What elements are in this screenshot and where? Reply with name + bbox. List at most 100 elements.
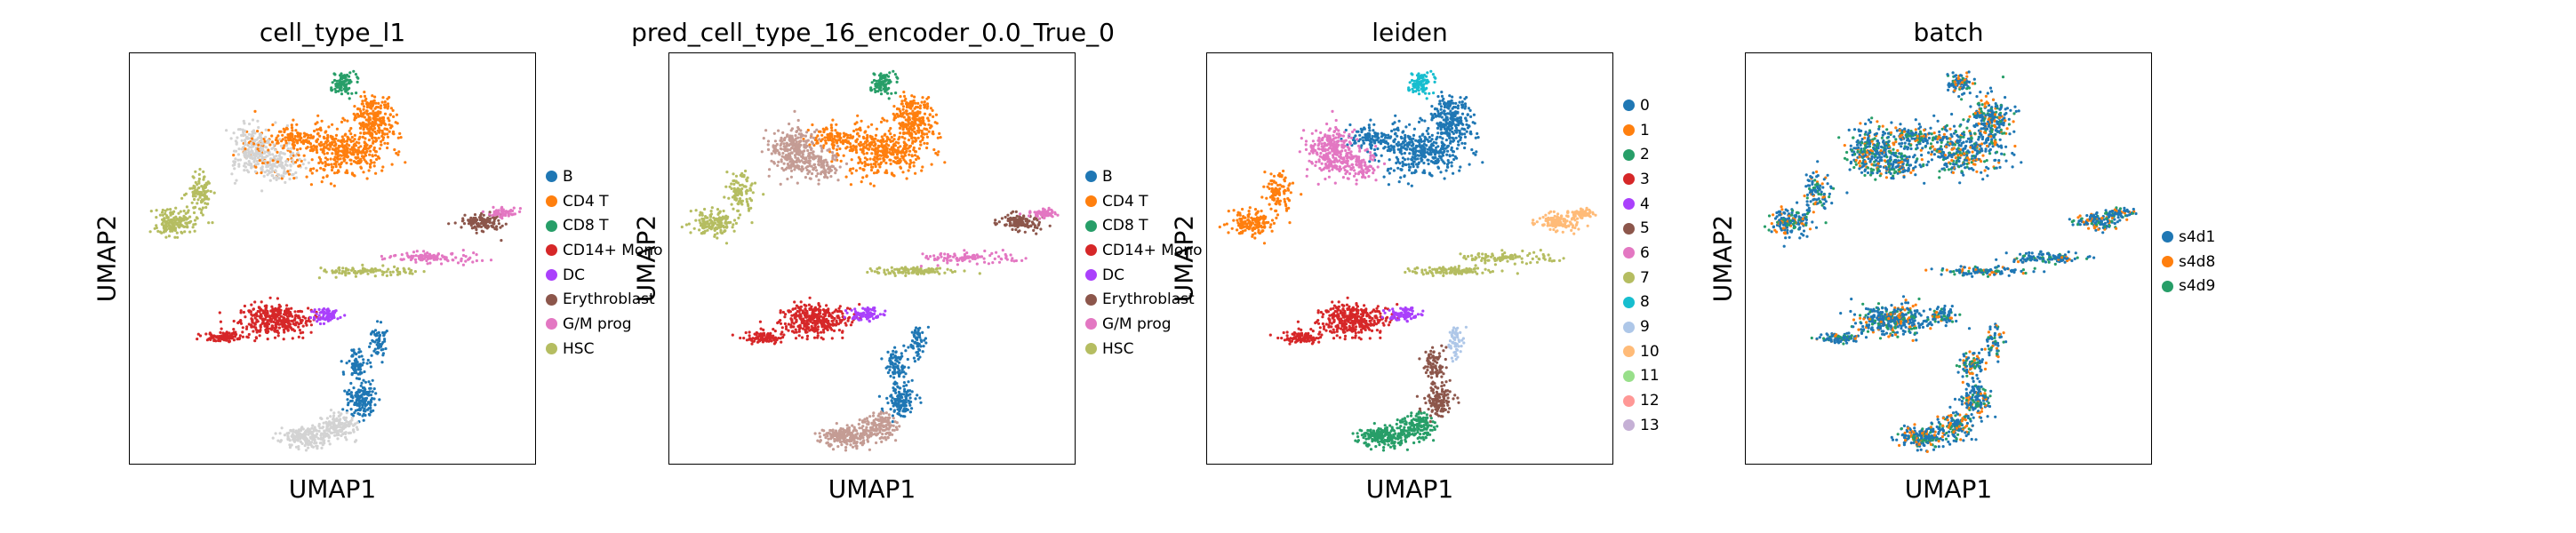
scatter-point	[803, 324, 806, 328]
scatter-point	[328, 420, 332, 424]
scatter-point	[463, 213, 467, 217]
scatter-point	[331, 123, 334, 126]
scatter-point	[380, 270, 384, 274]
scatter-point	[290, 126, 294, 130]
scatter-point	[327, 163, 331, 167]
scatter-point	[943, 161, 947, 164]
scatter-point	[909, 107, 913, 110]
scatter-point	[259, 313, 262, 316]
plot-area	[129, 52, 536, 465]
scatter-point	[353, 362, 357, 366]
scatter-point	[373, 149, 378, 154]
scatter-point	[893, 161, 897, 164]
scatter-point	[790, 318, 794, 322]
scatter-point	[731, 333, 734, 337]
scatter-point	[184, 225, 188, 228]
scatter-point	[350, 395, 354, 399]
scatter-point	[340, 92, 344, 96]
scatter-point	[351, 139, 355, 143]
scatter-point	[834, 171, 837, 175]
scatter-point	[436, 252, 440, 256]
scatter-point	[188, 230, 192, 234]
scatter-point	[343, 314, 347, 317]
scatter-point	[700, 222, 703, 226]
scatter-point	[772, 131, 776, 135]
scatter-point	[355, 426, 358, 429]
scatter-point	[830, 139, 834, 142]
scatter-point	[359, 384, 363, 387]
scatter-point	[325, 175, 329, 179]
scatter-point	[362, 128, 365, 131]
scatter-point	[326, 133, 330, 137]
scatter-point	[362, 107, 365, 111]
scatter-point	[434, 255, 437, 259]
scatter-point	[844, 139, 848, 143]
scatter-point	[260, 156, 264, 160]
scatter-point	[732, 172, 735, 176]
scatter-point	[725, 171, 729, 174]
scatter-point	[193, 229, 196, 233]
scatter-point	[265, 306, 268, 309]
scatter-point	[270, 140, 274, 144]
scatter-point	[198, 207, 202, 211]
scatter-point	[828, 132, 831, 136]
scatter-point	[788, 152, 792, 155]
scatter-point	[343, 389, 347, 393]
scatter-point	[489, 259, 493, 262]
scatter-point	[165, 208, 169, 211]
scatter-point	[332, 157, 336, 161]
scatter-point	[915, 157, 918, 162]
scatter-point	[348, 129, 351, 132]
scatter-point	[461, 263, 465, 266]
scatter-point	[737, 203, 740, 206]
scatter-point	[330, 163, 333, 166]
scatter-point	[232, 131, 236, 135]
scatter-point	[852, 145, 856, 148]
scatter-point	[317, 276, 321, 280]
scatter-point	[245, 335, 249, 338]
scatter-point	[347, 91, 350, 95]
scatter-point	[314, 434, 317, 438]
scatter-point	[795, 313, 798, 316]
scatter-point	[329, 415, 332, 418]
scatter-point	[356, 427, 359, 432]
scatter-point	[901, 171, 905, 174]
scatter-point	[792, 142, 796, 146]
scatter-point	[354, 155, 357, 159]
scatter-point	[197, 181, 201, 185]
scatter-point	[774, 147, 778, 151]
scatter-point	[376, 352, 380, 355]
scatter-point	[820, 149, 824, 153]
scatter-point	[353, 359, 356, 362]
scatter-point	[822, 144, 826, 147]
scatter-point	[292, 430, 295, 434]
scatter-point	[237, 164, 241, 168]
scatter-point	[912, 114, 916, 117]
scatter-point	[829, 126, 834, 130]
scatter-point	[372, 387, 376, 391]
scatter-point	[892, 138, 896, 141]
scatter-point	[383, 132, 387, 136]
scatter-point	[175, 231, 179, 235]
scatter-point	[369, 400, 372, 403]
scatter-point	[917, 147, 921, 150]
scatter-point	[405, 251, 409, 255]
scatter-point	[794, 337, 798, 340]
scatter-point	[370, 354, 373, 357]
scatter-point	[934, 113, 938, 116]
scatter-point	[201, 185, 204, 188]
scatter-point	[887, 144, 891, 147]
scatter-point	[849, 183, 852, 187]
scatter-point	[271, 436, 275, 440]
scatter-point	[856, 114, 860, 117]
scatter-point	[499, 226, 502, 229]
scatter-point	[270, 305, 274, 308]
scatter-point	[344, 435, 348, 439]
scatter-point	[736, 189, 740, 193]
scatter-point	[246, 148, 250, 152]
scatter-point	[251, 320, 254, 323]
scatter-point	[770, 159, 773, 163]
scatter-point	[344, 90, 348, 93]
scatter-point	[892, 118, 896, 122]
scatter-point	[396, 136, 400, 139]
